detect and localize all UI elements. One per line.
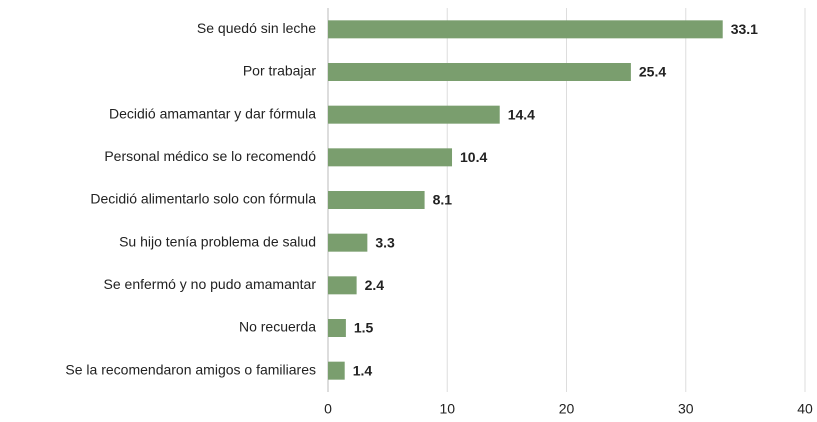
x-tick-label: 40 xyxy=(797,401,813,417)
y-tick-label: Decidió amamantar y dar fórmula xyxy=(109,105,316,121)
value-label: 2.4 xyxy=(365,277,385,293)
bar xyxy=(328,20,723,39)
bar xyxy=(328,319,346,337)
y-tick-label: Personal médico se lo recomendó xyxy=(104,148,316,164)
y-tick-label: Su hijo tenía problema de salud xyxy=(119,233,316,249)
value-label: 1.4 xyxy=(353,362,373,378)
y-tick-label: Se enfermó y no pudo amamantar xyxy=(104,276,317,292)
y-tick-label: Decidió alimentarlo solo con fórmula xyxy=(90,191,316,207)
bar xyxy=(328,276,357,295)
bar xyxy=(328,191,425,209)
x-tick-label: 10 xyxy=(439,401,455,417)
x-tick-label: 0 xyxy=(324,401,332,417)
y-tick-label: Se la recomendaron amigos o familiares xyxy=(65,361,316,377)
value-label: 25.4 xyxy=(639,64,666,80)
bar xyxy=(328,105,500,124)
x-tick-label: 30 xyxy=(678,401,694,417)
value-label: 14.4 xyxy=(508,106,535,122)
bar xyxy=(328,233,368,252)
bar xyxy=(328,148,453,167)
y-tick-label: Por trabajar xyxy=(243,63,316,79)
x-tick-label: 20 xyxy=(559,401,575,417)
value-label: 33.1 xyxy=(731,21,758,37)
value-label: 1.5 xyxy=(354,320,374,336)
bar xyxy=(328,63,631,81)
value-label: 8.1 xyxy=(433,192,453,208)
value-label: 3.3 xyxy=(375,234,395,250)
y-tick-label: No recuerda xyxy=(239,319,316,335)
value-label: 10.4 xyxy=(460,149,487,165)
y-tick-label: Se quedó sin leche xyxy=(197,20,316,36)
bar xyxy=(328,361,345,380)
